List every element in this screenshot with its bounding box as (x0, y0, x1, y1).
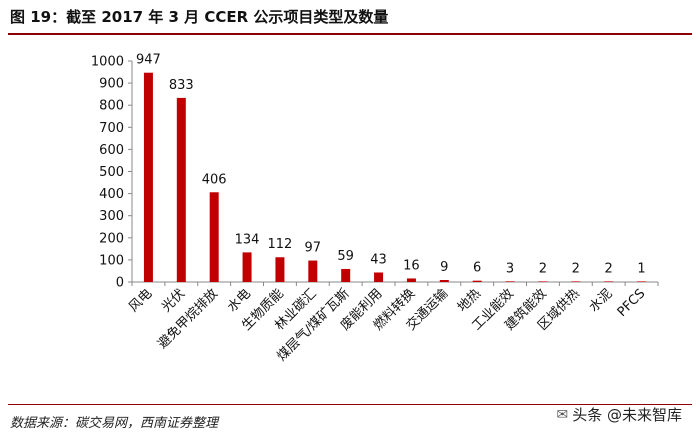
data-label: 2 (539, 261, 547, 276)
bar-6 (308, 260, 318, 282)
bar-10 (439, 280, 449, 282)
data-label: 6 (473, 261, 481, 276)
y-tick-label: 100 (99, 253, 124, 268)
data-label: 9 (440, 260, 448, 275)
bar-8 (374, 272, 384, 282)
x-tick-label: 水泥 (587, 286, 616, 315)
data-label: 2 (572, 261, 580, 276)
data-label: 833 (169, 78, 194, 93)
y-tick-label: 1000 (91, 55, 124, 70)
x-tick-label: 避免甲烷排放 (155, 286, 221, 352)
footer-divider (8, 404, 692, 405)
bar-7 (341, 268, 351, 282)
y-tick-label: 900 (99, 77, 124, 92)
y-tick-label: 200 (99, 231, 124, 246)
data-label: 16 (403, 258, 420, 273)
y-tick-label: 800 (99, 99, 124, 114)
bar-chart: 0 100 200 300 400 500 600 700 800 900 1000 947 风电 83… (91, 53, 659, 365)
x-tick-label: 风电 (126, 286, 155, 315)
watermark-text: 头条 @未来智库 (572, 406, 682, 424)
x-tick-label: 水电 (225, 286, 254, 315)
bar-16 (637, 281, 647, 282)
y-tick-label: 400 (99, 187, 124, 202)
chart-bars (143, 72, 647, 282)
data-label: 406 (202, 172, 227, 187)
chart-title: 图 19：截至 2017 年 3 月 CCER 公示项目类型及数量 (10, 8, 389, 26)
bar-14 (571, 281, 581, 282)
bar-9 (406, 278, 416, 282)
y-tick-label: 300 (99, 209, 124, 224)
data-label: 97 (305, 241, 322, 256)
data-label: 947 (136, 53, 161, 68)
y-tick-label: 500 (99, 165, 124, 180)
bar-11 (472, 280, 482, 282)
title-divider (8, 33, 692, 35)
bar-13 (538, 281, 548, 282)
bar-3 (209, 192, 219, 282)
x-tick-label: 光伏 (159, 286, 188, 315)
y-tick-label: 0 (116, 276, 124, 291)
x-tick-label: 地热 (455, 286, 484, 315)
wechat-icon: ✉ (556, 406, 569, 423)
bar-4 (242, 252, 252, 282)
watermark: ✉ 头条 @未来智库 (556, 404, 682, 425)
data-label: 1 (637, 261, 645, 276)
source-note: 数据来源：碳交易网，西南证券整理 (10, 416, 219, 431)
data-label: 134 (235, 232, 260, 247)
chart-labels: 947风电833光伏406避免甲烷排放134水电112生物质能97林业碳汇59煤… (126, 53, 648, 365)
bar-1 (143, 72, 153, 282)
data-label: 112 (268, 237, 293, 252)
data-label: 59 (337, 249, 354, 264)
data-label: 2 (605, 261, 613, 276)
y-tick-label: 600 (99, 143, 124, 158)
y-tick-label: 700 (99, 121, 124, 136)
bar-12 (505, 281, 515, 282)
bar-15 (604, 281, 614, 282)
bar-2 (176, 97, 186, 282)
x-tick-label: PFCS (615, 286, 649, 320)
bar-5 (275, 257, 285, 282)
data-label: 43 (370, 252, 387, 267)
chart-axes: 0 100 200 300 400 500 600 700 800 900 1000 (91, 55, 659, 291)
data-label: 3 (506, 261, 514, 276)
